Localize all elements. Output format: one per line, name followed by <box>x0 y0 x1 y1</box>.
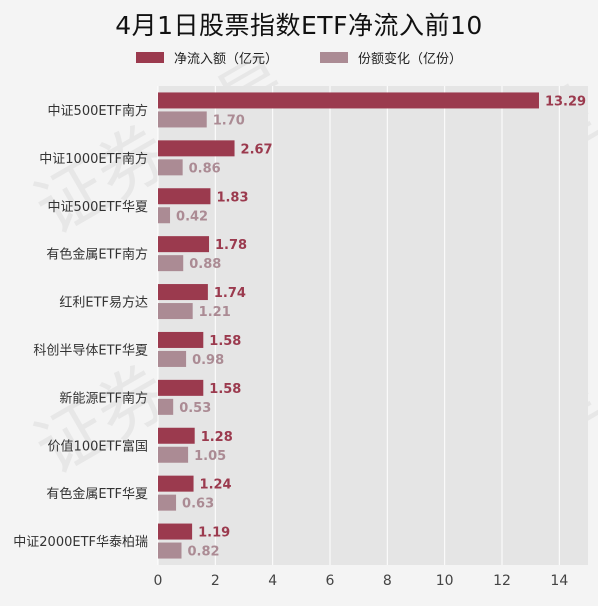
legend-label-share-change: 份额变化（亿份） <box>358 52 463 67</box>
x-tick-label: 14 <box>550 573 568 589</box>
bar-net-inflow <box>158 140 235 157</box>
bar-share-change <box>158 159 183 176</box>
legend-swatch-share-change <box>320 52 348 63</box>
data-label-share-change: 0.86 <box>189 161 221 176</box>
x-tick-label: 8 <box>383 573 392 589</box>
data-label-share-change: 0.63 <box>182 497 214 512</box>
category-label: 中证500ETF华夏 <box>48 200 148 215</box>
x-tick-label: 2 <box>211 573 220 589</box>
bar-net-inflow <box>158 331 204 348</box>
chart-title: 4月1日股票指数ETF净流入前10 <box>115 11 483 40</box>
bar-share-change <box>158 111 207 128</box>
bar-share-change <box>158 494 177 511</box>
bar-net-inflow <box>158 427 195 444</box>
data-label-net-inflow: 1.19 <box>198 526 230 541</box>
x-tick-label: 4 <box>268 573 277 589</box>
legend-swatch-net-inflow <box>135 52 164 63</box>
legend-item-net-inflow: 净流入额（亿元） <box>135 48 278 67</box>
data-label-share-change: 0.82 <box>188 545 220 560</box>
bar-net-inflow <box>158 379 204 396</box>
data-label-net-inflow: 2.67 <box>241 142 273 157</box>
category-label: 价值100ETF富国 <box>48 438 148 454</box>
x-tick-label: 0 <box>154 573 163 589</box>
bar-share-change <box>158 207 171 224</box>
bar-share-change <box>158 350 187 367</box>
data-label-net-inflow: 1.83 <box>216 190 248 205</box>
x-tick-label: 10 <box>436 573 454 589</box>
category-label: 有色金属ETF华夏 <box>46 486 148 502</box>
data-label-net-inflow: 1.28 <box>201 430 233 445</box>
bar-share-change <box>158 542 182 559</box>
data-label-net-inflow: 1.58 <box>209 382 241 397</box>
category-label: 中证500ETF南方 <box>48 103 148 119</box>
data-label-share-change: 1.21 <box>199 305 231 320</box>
data-label-share-change: 0.88 <box>189 257 221 272</box>
data-label-net-inflow: 1.74 <box>214 286 246 301</box>
data-label-net-inflow: 1.58 <box>209 334 241 349</box>
data-label-share-change: 1.70 <box>213 113 245 128</box>
data-label-net-inflow: 13.29 <box>545 94 586 109</box>
bar-share-change <box>158 446 189 463</box>
bar-net-inflow <box>158 92 539 109</box>
x-tick-label: 12 <box>493 573 511 589</box>
legend-item-share-change: 份额变化（亿份） <box>320 48 462 67</box>
bar-share-change <box>158 303 193 320</box>
category-label: 红利ETF易方达 <box>59 295 148 311</box>
bar-net-inflow <box>158 475 194 492</box>
bar-net-inflow <box>158 236 210 253</box>
data-label-share-change: 0.98 <box>192 353 224 368</box>
category-label: 中证1000ETF南方 <box>39 151 148 167</box>
legend: 净流入额（亿元） 份额变化（亿份） <box>0 48 598 67</box>
data-label-share-change: 0.42 <box>176 209 208 224</box>
category-label: 中证2000ETF华泰柏瑞 <box>13 535 148 550</box>
legend-label-net-inflow: 净流入额（亿元） <box>173 52 278 67</box>
plot-area <box>158 86 588 565</box>
x-tick-label: 6 <box>326 573 335 589</box>
data-label-net-inflow: 1.24 <box>200 478 232 493</box>
bar-net-inflow <box>158 284 208 301</box>
category-label: 科创半导体ETF华夏 <box>33 343 148 358</box>
bar-net-inflow <box>158 188 211 205</box>
data-label-net-inflow: 1.78 <box>215 238 247 253</box>
category-label: 有色金属ETF南方 <box>46 247 148 263</box>
bar-share-change <box>158 398 174 415</box>
bar-share-change <box>158 255 184 272</box>
category-label: 新能源ETF南方 <box>59 390 148 406</box>
data-label-share-change: 0.53 <box>179 401 211 416</box>
data-label-share-change: 1.05 <box>194 449 226 464</box>
bar-net-inflow <box>158 523 193 540</box>
